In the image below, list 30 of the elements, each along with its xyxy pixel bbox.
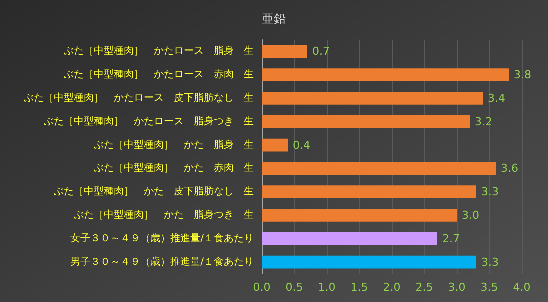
y-tick-label: ぶた［中型種肉］ かた 脂身つき 生 xyxy=(74,209,254,221)
x-tick-label: 3.0 xyxy=(448,281,466,294)
x-tick-label: 1.0 xyxy=(318,281,336,294)
y-tick-label: ぶた［中型種肉］ かたロース 赤肉 生 xyxy=(64,68,254,81)
data-label: 3.0 xyxy=(462,209,480,222)
data-label: 0.7 xyxy=(312,45,330,58)
x-tick-label: 2.5 xyxy=(416,281,434,294)
data-label: 3.3 xyxy=(482,186,499,199)
data-label: 3.2 xyxy=(475,115,492,128)
y-tick-label: ぶた［中型種肉］ かた 皮下脂肪なし 生 xyxy=(54,186,254,198)
data-label: 3.3 xyxy=(482,256,499,269)
y-tick-label: ぶた［中型種肉］ かたロース 脂身 生 xyxy=(64,45,254,58)
data-label: 3.8 xyxy=(514,68,532,82)
y-tick-label: 男子３０～４９（歳）推進量/１食あたり xyxy=(70,256,254,268)
y-tick-label: ぶた［中型種肉］ かた 赤肉 生 xyxy=(94,162,254,174)
x-tick-label: 3.5 xyxy=(480,281,498,294)
x-tick-label: 0.5 xyxy=(286,281,304,294)
x-tick-label: 2.0 xyxy=(383,281,401,294)
x-tick-label: 0.0 xyxy=(253,281,271,294)
x-tick-label: 1.5 xyxy=(350,281,368,294)
chart-title: 亜鉛 xyxy=(262,12,286,26)
data-label: 2.7 xyxy=(442,232,460,246)
y-tick-label: ぶた［中型種肉］ かたロース 脂身つき 生 xyxy=(44,115,254,128)
data-label: 3.4 xyxy=(488,92,506,105)
data-label: 3.6 xyxy=(501,162,518,176)
y-tick-label: 女子３０～４９（歳）推進量/１食あたり xyxy=(70,232,254,244)
x-tick-label: 4.0 xyxy=(513,281,531,294)
data-label: 0.4 xyxy=(293,138,310,152)
y-tick-label: ぶた［中型種肉］ かた 脂身 生 xyxy=(94,138,254,151)
y-tick-label: ぶた［中型種肉］ かたロース 皮下脂肪なし 生 xyxy=(24,92,254,104)
